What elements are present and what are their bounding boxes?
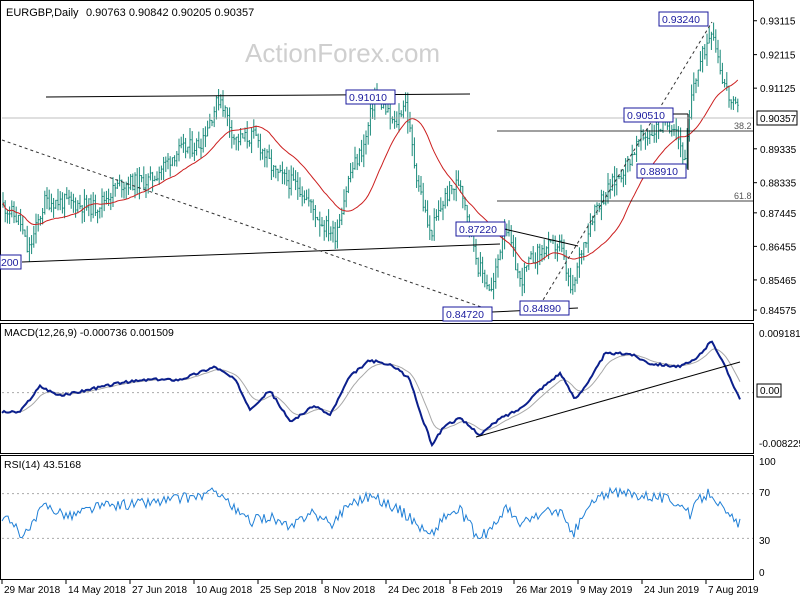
rsi-plot [1,486,753,540]
price-tick-label: 0.93115 [760,17,796,28]
dotted-trendline-up [539,21,713,306]
price-tick-label: 0.85465 [760,276,797,287]
fib-label-38: 38.2 [734,121,752,131]
annotation-200: 200 [0,254,22,270]
annotation-08472: 0.84720 [442,306,493,322]
support-line [21,243,501,263]
dotted-trendline-down [1,139,491,311]
fib-label-61: 61.8 [734,191,752,201]
price-y-axis: 0.93115 0.92115 0.91125 0.89335 0.88335 0.874… [753,17,797,317]
falling-channel-top [499,227,579,247]
x-tick-label: 9 May 2019 [580,585,633,596]
macd-plot [1,340,753,448]
annotation-text: 0.87220 [459,224,497,236]
macd-label: MACD(12,26,9) -0.000736 0.001509 [4,327,174,339]
sma-line [2,79,739,265]
annotation-08891: 0.88910 [636,163,687,179]
annotation-text: 0.93240 [662,14,700,26]
macd-tick-bottom: -0.008225 [759,439,800,450]
price-tick-label: 0.87445 [760,209,797,220]
macd-panel-frame [0,323,754,454]
annotation-text: 200 [1,257,19,269]
x-tick-label: 14 May 2018 [68,585,126,596]
x-tick-label: 25 Sep 2018 [260,585,317,596]
panel-frames [0,0,754,580]
x-tick-label: 10 Aug 2018 [196,585,253,596]
x-tick-label: 8 Nov 2018 [324,585,376,596]
ohlc-bars [2,22,739,300]
macd-line [1,340,741,448]
price-tick-label: 0.86455 [760,242,797,253]
current-price-tag: 0.90357 [760,114,797,125]
x-tick-label: 8 Feb 2019 [452,585,503,596]
annotation-09051: 0.90510 [623,107,674,123]
watermark: ActionForex.com [245,38,440,68]
annotation-09324: 0.93240 [658,11,709,27]
price-tick-label: 0.89335 [760,145,797,156]
annotation-text: 0.84720 [446,309,484,321]
x-tick-label: 29 Mar 2018 [4,585,61,596]
annotation-08722: 0.87220 [455,221,506,237]
macd-tick-top: 0.009181 [759,329,800,340]
price-tick-label: 0.91125 [760,84,796,95]
x-tick-label: 27 Jun 2018 [132,585,187,596]
macd-signal-line [1,348,741,431]
annotation-08489: 0.84890 [519,300,570,316]
macd-trendline [475,361,741,438]
price-tick-label: 0.88335 [760,179,797,190]
price-tick-label: 0.84575 [760,306,797,317]
annotation-text: 0.88910 [640,166,678,178]
rsi-tick-100: 100 [759,457,776,468]
macd-zero-tag-box [756,383,782,398]
resistance-line-top [45,93,471,98]
x-tick-label: 24 Dec 2018 [388,585,445,596]
rsi-label: RSI(14) 43.5168 [4,459,81,471]
annotation-09101: 0.91010 [345,89,396,105]
price-panel-frame [0,0,754,321]
rsi-panel-frame [0,455,754,580]
rsi-line [1,486,741,540]
x-tick-label: 7 Aug 2019 [708,585,759,596]
annotation-text: 0.90510 [627,110,665,122]
rsi-tick-30: 30 [759,536,771,547]
symbol-label: EURGBP,Daily [6,7,79,19]
annotation-text: 0.91010 [349,92,387,104]
rsi-tick-0: 0 [759,568,765,579]
x-axis: 29 Mar 2018 14 May 2018 27 Jun 2018 10 Aug … [1,580,759,596]
price-plot [1,21,753,313]
macd-zero-tag: 0.00 [760,386,780,397]
ohlc-readout: 0.90763 0.90842 0.90205 0.90357 [86,7,254,19]
price-tick-label: 0.92115 [760,51,796,62]
rsi-tick-70: 70 [759,488,771,499]
x-tick-label: 26 Mar 2019 [516,585,573,596]
x-tick-label: 24 Jun 2019 [644,585,699,596]
current-price-tag-box [756,110,798,126]
annotation-text: 0.84890 [523,303,561,315]
